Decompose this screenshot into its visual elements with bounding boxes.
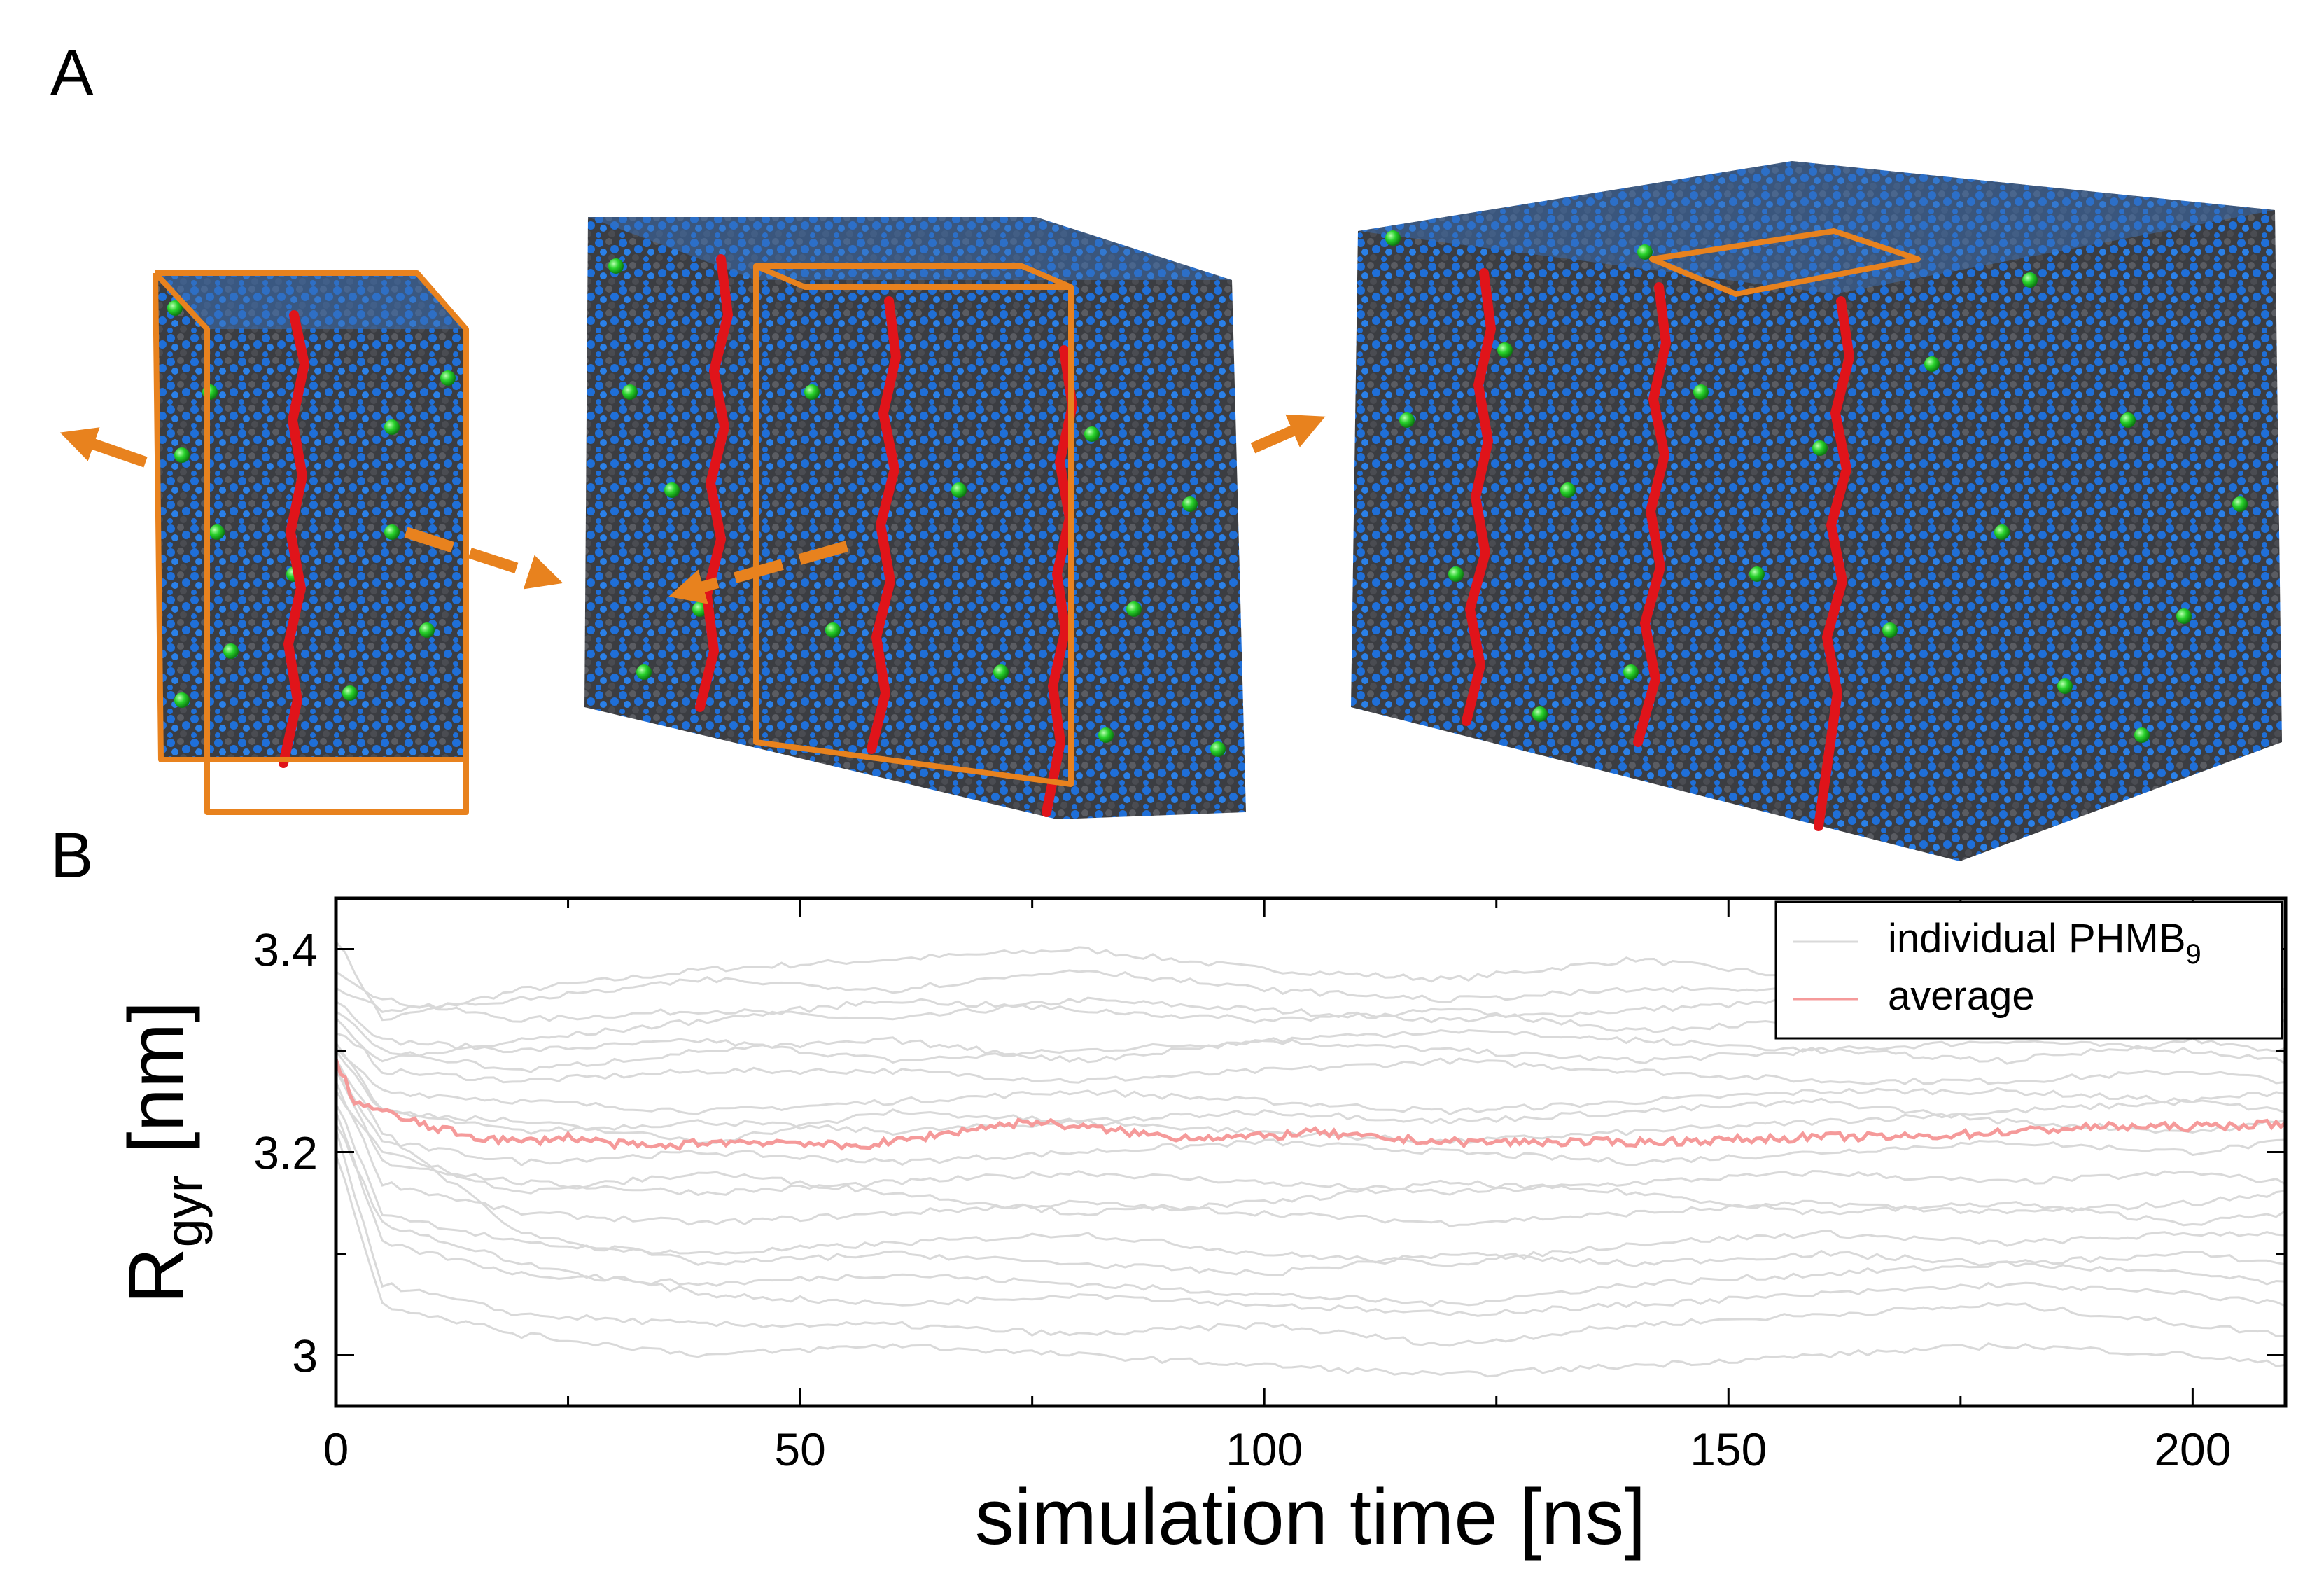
- individual-line-7: [335, 1071, 2286, 1166]
- counter-ions: [167, 230, 2248, 757]
- panel-a-illustration: [59, 161, 2282, 861]
- individual-line-12: [335, 1128, 2286, 1347]
- x-tick-label-200: 200: [2154, 1423, 2231, 1475]
- x-tick-label-150: 150: [1690, 1423, 1767, 1475]
- y-tick-label-3: 3: [292, 1330, 318, 1382]
- rgyr-chart: 0 50 100 150 200 3 3.2 3.4 simulation time [ns]…: [113, 896, 2288, 1561]
- axis-ticks: [335, 898, 2286, 1406]
- legend-label-average: average: [1888, 973, 2035, 1019]
- individual-line-13: [335, 1154, 2286, 1378]
- panel-label-a: A: [50, 37, 94, 109]
- arrow-left-out: [59, 427, 148, 468]
- individual-line-4: [335, 1017, 2286, 1085]
- x-axis-label: simulation time [ns]: [975, 1473, 1646, 1561]
- legend-box: [1774, 900, 2283, 1040]
- y-tick-label-3.2: 3.2: [253, 1127, 318, 1179]
- single-box-slab: [155, 273, 466, 760]
- individual-line-17: [335, 1058, 2286, 1276]
- x-tick-label-100: 100: [1226, 1423, 1303, 1475]
- axis-tick-labels: 0 50 100 150 200 3 3.2 3.4: [253, 924, 2231, 1476]
- individual-line-3: [335, 1001, 2286, 1065]
- individual-line-15: [335, 1042, 2286, 1145]
- panel-label-b: B: [50, 820, 94, 891]
- arrow-replicate: [668, 541, 849, 604]
- average-line: [334, 1058, 2287, 1152]
- individual-line-5: [335, 1047, 2286, 1115]
- individual-line-10: [335, 1103, 2286, 1267]
- y-tick-label-3.4: 3.4: [253, 924, 318, 976]
- individual-line-11: [335, 1110, 2286, 1307]
- x-tick-label-50: 50: [774, 1423, 825, 1475]
- individual-line-16: [335, 1089, 2286, 1227]
- y-axis-label: Rgyr [nm]: [113, 1001, 213, 1304]
- arrow-to-box3: [1250, 414, 1326, 454]
- legend: individual PHMB9 average: [1774, 900, 2283, 1040]
- individual-line-18: [335, 1010, 2286, 1073]
- arrow-to-box2: [404, 527, 564, 590]
- transition-arrows: [59, 414, 1326, 604]
- box-outlines: [153, 228, 1921, 815]
- large-slab: [1351, 161, 2282, 861]
- double-box-slab: [584, 217, 1246, 819]
- individual-line-8: [335, 1069, 2286, 1197]
- legend-label-individual: individual PHMB9: [1888, 916, 2202, 970]
- x-tick-label-0: 0: [323, 1423, 349, 1475]
- individual-line-9: [335, 1080, 2286, 1227]
- individual-line-20: [335, 1123, 2286, 1317]
